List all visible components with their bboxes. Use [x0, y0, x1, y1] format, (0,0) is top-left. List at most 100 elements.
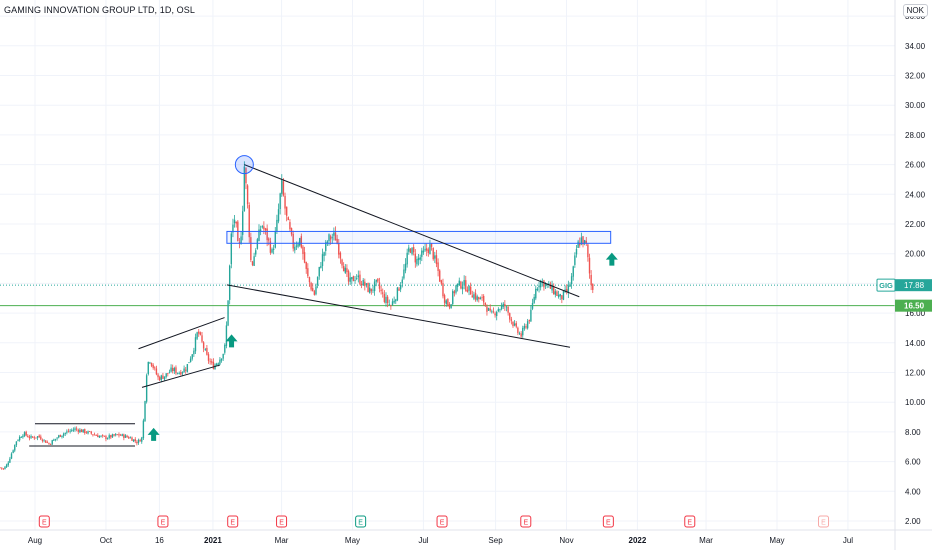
candle-body — [136, 441, 138, 444]
earnings-marker-box — [355, 515, 367, 528]
candle-body — [41, 440, 44, 442]
candle-body — [515, 323, 517, 327]
candle-body — [242, 211, 244, 235]
candle-body — [201, 335, 203, 342]
candle-body — [23, 432, 26, 437]
candle-body — [437, 262, 439, 271]
candle-body — [178, 373, 180, 375]
candle-body — [510, 319, 513, 321]
earnings-marker-label: E — [606, 520, 611, 527]
candle-body — [465, 280, 467, 291]
y-tick-label: 10.00 — [905, 398, 926, 407]
candle-body — [383, 294, 386, 302]
candle-body — [520, 333, 522, 337]
candle-body — [17, 440, 19, 441]
candle-body — [583, 240, 586, 244]
x-tick-label: Jul — [843, 536, 853, 545]
candle-body — [590, 274, 592, 286]
candle-body — [173, 368, 176, 372]
earnings-marker: E — [436, 515, 448, 528]
earnings-marker-box — [684, 515, 696, 528]
candle-body — [66, 431, 68, 433]
candle-body — [354, 280, 356, 281]
candle-body — [62, 433, 65, 436]
candle-body — [360, 283, 363, 286]
candle-body — [429, 244, 431, 255]
candle-body — [75, 428, 78, 430]
candle-body — [217, 363, 219, 365]
candle-body — [126, 435, 128, 438]
candle-body — [79, 429, 81, 433]
candle-body — [474, 292, 477, 300]
candle-body — [44, 440, 47, 443]
candle-body — [399, 284, 402, 290]
candle-body — [351, 277, 353, 280]
candle-body — [100, 435, 102, 437]
candle-body — [424, 248, 426, 251]
candle-body — [585, 240, 587, 244]
earnings-marker-label: E — [523, 520, 528, 527]
earnings-marker-label: E — [440, 520, 445, 527]
y-tick-label: 26.00 — [905, 161, 926, 170]
candle-body — [271, 249, 273, 253]
resistance-zone — [226, 230, 612, 244]
candle-body — [416, 258, 418, 265]
earnings-marker-box — [818, 515, 830, 528]
candle-body — [393, 300, 395, 303]
earnings-marker: E — [602, 515, 614, 528]
candle-body — [101, 435, 104, 436]
candle-body — [227, 300, 229, 326]
candle-body — [315, 286, 317, 295]
candle-body — [373, 281, 376, 292]
price-labels: GIG 17.88 16.50 — [876, 278, 932, 312]
earnings-marker-box — [227, 515, 239, 528]
candle-body — [333, 232, 335, 236]
candle-body — [219, 359, 221, 365]
candle-body — [53, 439, 55, 441]
highlight-circle — [234, 155, 254, 175]
candle-body — [115, 434, 117, 436]
currency-button[interactable]: NOK — [902, 4, 928, 17]
candle-body — [269, 241, 272, 253]
candle-body — [186, 364, 189, 372]
x-tick-label: 2022 — [629, 536, 647, 545]
candle-body — [544, 283, 547, 286]
candle-body — [110, 435, 112, 438]
candle-body — [468, 285, 470, 291]
y-tick-label: 16.00 — [905, 309, 926, 318]
candle-body — [398, 288, 400, 291]
candle-body — [77, 429, 79, 432]
candle-body — [10, 453, 13, 459]
candle-body — [328, 234, 330, 242]
candle-body — [285, 206, 288, 216]
candle-body — [417, 258, 420, 261]
candle-body — [56, 437, 58, 439]
candle-body — [277, 209, 280, 222]
candle-body — [390, 305, 392, 307]
candle-body — [88, 431, 91, 432]
candle-body — [7, 462, 9, 466]
candle-body — [391, 301, 394, 306]
candle-body — [307, 268, 309, 277]
candle-body — [123, 434, 125, 438]
candle-body — [170, 367, 172, 372]
candle-body — [456, 283, 459, 287]
candle-body — [258, 229, 260, 241]
trend-line — [244, 164, 580, 298]
candle-body — [118, 434, 120, 436]
candle-body — [395, 299, 397, 302]
y-tick-label: 22.00 — [905, 220, 926, 229]
x-axis: Aug Oct 16 2021 Mar May Jul Sep Nov 2022 Mar May Jul — [0, 529, 932, 545]
candle-body — [261, 225, 263, 228]
candle-body — [185, 369, 187, 371]
candle-body — [266, 228, 268, 241]
candle-body — [523, 325, 526, 329]
candle-body — [442, 283, 444, 297]
earnings-marker-label: E — [358, 520, 363, 527]
candle-body — [264, 228, 267, 231]
candle-body — [572, 266, 574, 277]
y-tick-label: 8.00 — [905, 428, 921, 437]
earnings-marker-label: E — [687, 520, 692, 527]
